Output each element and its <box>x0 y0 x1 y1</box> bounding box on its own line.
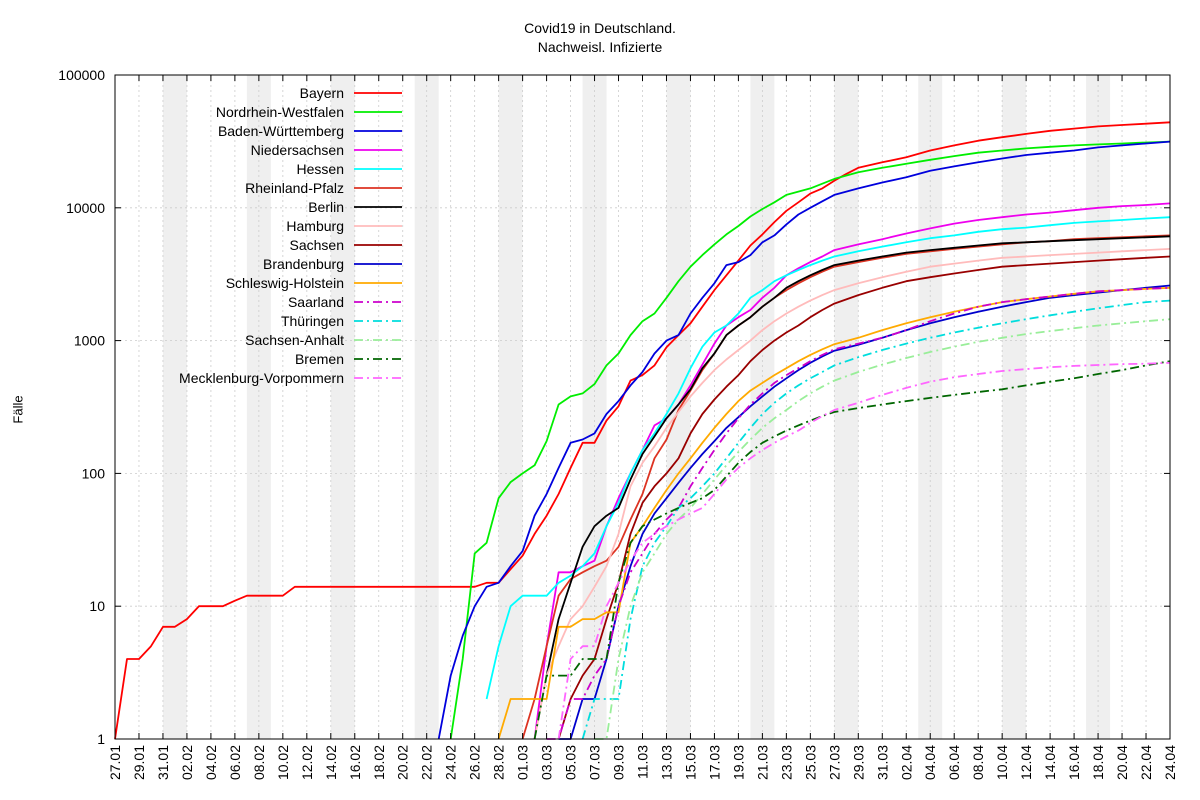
x-tick-label: 26.02 <box>467 745 483 780</box>
legend-label: Saarland <box>288 294 344 310</box>
series-line-hamburg <box>533 248 1171 740</box>
x-tick-label: 08.04 <box>970 745 986 780</box>
x-tick-label: 02.02 <box>179 745 195 780</box>
y-tick-label: 1 <box>97 731 105 747</box>
series-line-mecklenburg-vorpommern <box>557 361 1171 740</box>
y-tick-label: 1000 <box>74 333 105 349</box>
chart-title: Covid19 in Deutschland. <box>524 20 676 36</box>
legend-label: Schleswig-Holstein <box>226 275 344 291</box>
x-tick-label: 24.04 <box>1162 745 1178 780</box>
x-tick-label: 11.03 <box>635 745 651 779</box>
x-tick-label: 06.04 <box>946 745 962 780</box>
legend-label: Rheinland-Pfalz <box>245 180 344 196</box>
x-tick-label: 06.02 <box>227 745 243 780</box>
x-tick-label: 14.04 <box>1042 745 1058 780</box>
series-line-bayern <box>114 121 1171 740</box>
x-tick-label: 19.03 <box>730 745 746 780</box>
chart-subtitle: Nachweisl. Infizierte <box>537 39 663 55</box>
x-tick-label: 17.03 <box>706 745 722 780</box>
legend-label: Bremen <box>295 351 344 367</box>
series-line-brandenburg <box>558 284 1171 740</box>
series-line-th-ringen <box>581 299 1171 740</box>
x-axis-ticks: 27.01 29.01 31.01 02.02 04.02 06.02 08.02 10.02… <box>107 75 1178 780</box>
legend-label: Sachsen <box>290 237 344 253</box>
grid-lines <box>114 74 1171 740</box>
x-tick-label: 24.02 <box>443 745 459 780</box>
weekend-band <box>162 75 187 739</box>
weekend-band <box>1086 75 1111 739</box>
x-tick-label: 12.04 <box>1018 745 1034 780</box>
x-tick-label: 27.01 <box>107 745 123 780</box>
x-tick-label: 10.04 <box>994 745 1010 780</box>
legend-label: Thüringen <box>281 313 344 329</box>
x-tick-label: 20.04 <box>1114 745 1130 780</box>
legend-label: Nordrhein-Westfalen <box>216 104 344 120</box>
legend-label: Hessen <box>297 161 344 177</box>
y-tick-label: 10 <box>89 598 105 614</box>
x-tick-label: 31.03 <box>874 745 890 780</box>
y-axis-ticks: 1 10 100 1000 10000 100000 <box>58 67 1170 747</box>
x-tick-label: 10.02 <box>275 745 291 780</box>
weekend-band <box>330 75 355 739</box>
weekend-band <box>666 75 691 739</box>
weekend-band <box>498 75 523 739</box>
x-tick-label: 03.03 <box>539 745 555 780</box>
weekend-band <box>414 75 439 739</box>
x-tick-label: 25.03 <box>802 745 818 780</box>
series-line-sachsen <box>557 255 1171 740</box>
x-tick-label: 29.01 <box>131 745 147 780</box>
x-tick-label: 09.03 <box>611 745 627 780</box>
x-tick-label: 04.04 <box>922 745 938 780</box>
series-line-bremen <box>533 360 1171 740</box>
series-line-baden-w-rttemberg <box>437 140 1171 740</box>
weekend-band <box>582 75 607 739</box>
legend-label: Berlin <box>308 199 344 215</box>
x-tick-label: 16.04 <box>1066 745 1082 780</box>
weekend-band <box>834 75 859 739</box>
y-tick-label: 10000 <box>66 200 105 216</box>
x-tick-label: 01.03 <box>515 745 531 780</box>
x-tick-label: 02.04 <box>898 745 914 780</box>
x-tick-label: 23.03 <box>778 745 794 780</box>
series-layer <box>114 121 1171 740</box>
series-line-saarland <box>546 286 1171 740</box>
legend-label: Bayern <box>300 85 344 101</box>
legend-label: Brandenburg <box>263 256 344 272</box>
legend-label: Niedersachsen <box>251 142 344 158</box>
legend-label: Mecklenburg-Vorpommern <box>179 370 344 386</box>
legend-label: Baden-Württemberg <box>218 123 344 139</box>
x-tick-label: 14.02 <box>323 745 339 780</box>
x-tick-label: 29.03 <box>850 745 866 780</box>
x-tick-label: 13.03 <box>658 745 674 780</box>
x-tick-label: 05.03 <box>563 745 579 780</box>
x-tick-label: 28.02 <box>491 745 507 780</box>
x-tick-label: 07.03 <box>587 745 603 780</box>
series-line-berlin <box>545 235 1171 676</box>
x-tick-label: 22.02 <box>419 745 435 780</box>
x-tick-label: 12.02 <box>299 745 315 780</box>
x-tick-label: 18.04 <box>1090 745 1106 780</box>
legend-label: Hamburg <box>286 218 344 234</box>
y-tick-label: 100 <box>82 465 106 481</box>
x-tick-label: 16.02 <box>347 745 363 780</box>
x-tick-label: 31.01 <box>155 745 171 780</box>
y-tick-label: 100000 <box>58 67 105 83</box>
legend-label: Sachsen-Anhalt <box>245 332 344 348</box>
legend: Bayern Nordrhein-Westfalen Baden-Württembe… <box>179 85 402 386</box>
x-tick-label: 15.03 <box>682 745 698 780</box>
series-line-nordrhein-westfalen <box>449 140 1171 740</box>
weekend-band <box>918 75 943 739</box>
x-tick-label: 22.04 <box>1138 745 1154 780</box>
x-tick-label: 18.02 <box>371 745 387 780</box>
x-tick-label: 21.03 <box>754 745 770 780</box>
weekend-band <box>246 75 271 739</box>
x-tick-label: 20.02 <box>395 745 411 780</box>
x-tick-label: 27.03 <box>826 745 842 780</box>
weekend-band <box>1002 75 1027 739</box>
x-tick-label: 08.02 <box>251 745 267 780</box>
x-tick-label: 04.02 <box>203 745 219 780</box>
